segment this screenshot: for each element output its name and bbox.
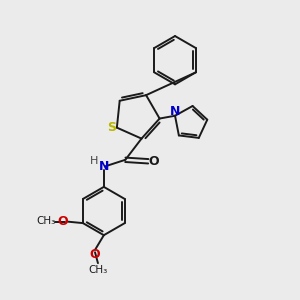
Text: CH₃: CH₃ — [36, 216, 56, 226]
Text: N: N — [99, 160, 109, 173]
Text: S: S — [107, 121, 116, 134]
Text: O: O — [57, 215, 68, 228]
Text: N: N — [170, 105, 180, 119]
Text: O: O — [148, 155, 159, 168]
Text: CH₃: CH₃ — [88, 265, 108, 275]
Text: H: H — [90, 156, 98, 166]
Text: O: O — [89, 248, 100, 261]
